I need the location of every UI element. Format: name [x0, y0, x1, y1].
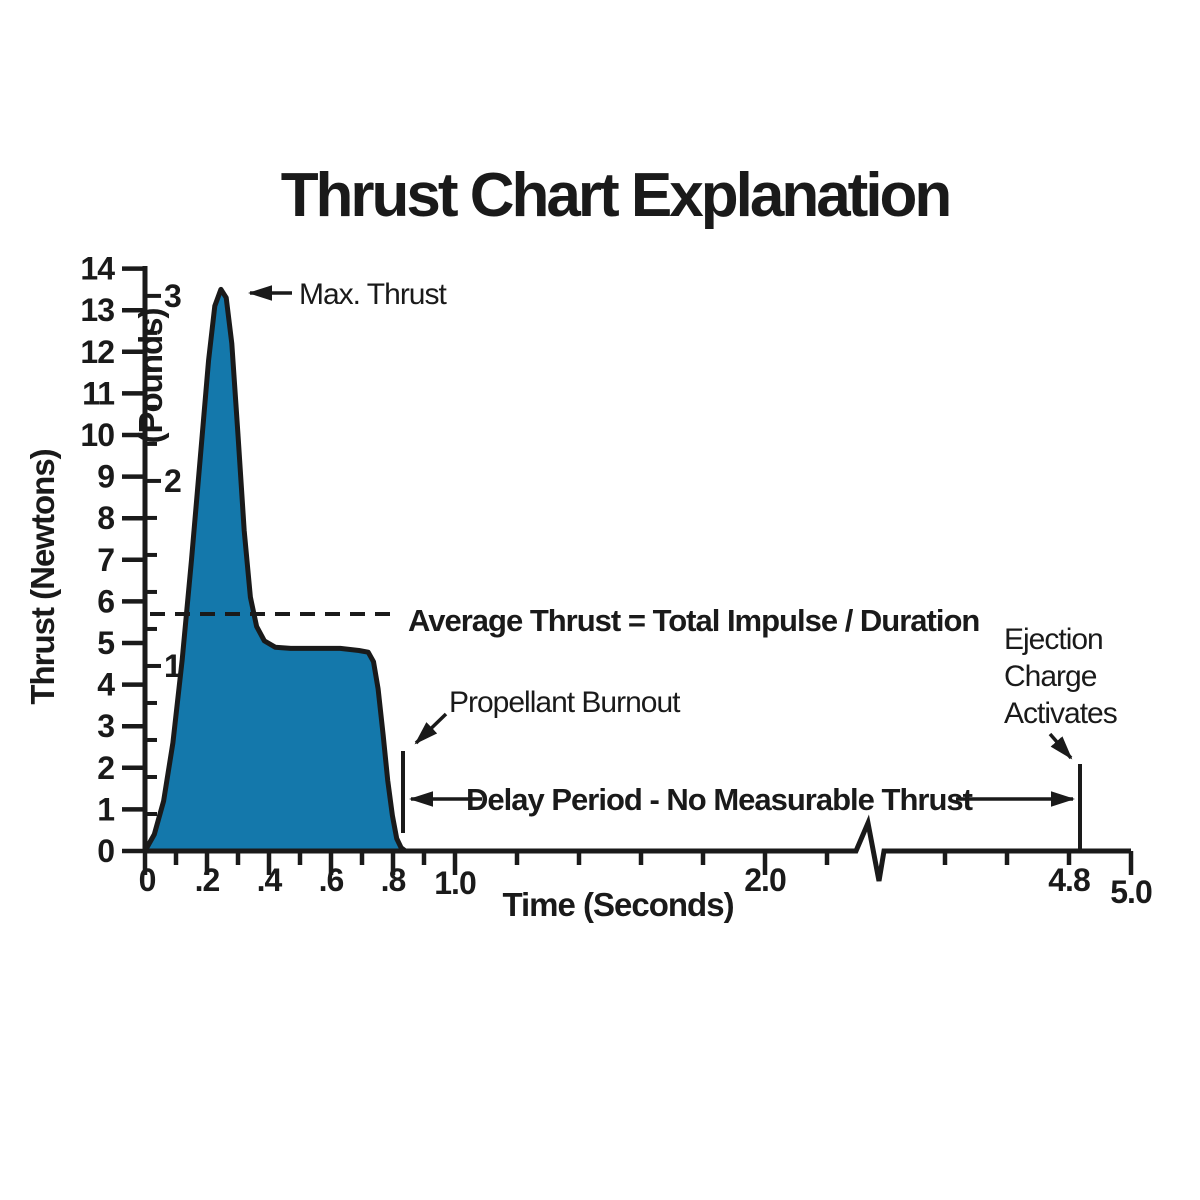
y-axis-title-newtons: Thrust (Newtons): [24, 449, 61, 704]
x-axis-tick-label: 4.8: [1048, 862, 1090, 898]
thrust-curve-area: [142, 286, 408, 854]
pound-tick-label: 1: [164, 648, 181, 684]
newton-tick-label: 8: [97, 500, 114, 536]
newton-tick-label: 6: [97, 583, 114, 619]
newton-tick-label: 5: [97, 625, 114, 661]
x-axis-tick-label: .8: [381, 862, 406, 898]
x-axis-title: Time (Seconds): [502, 886, 733, 923]
max-thrust-label: Max. Thrust: [299, 278, 447, 311]
x-axis-tick-label: 2.0: [744, 862, 786, 898]
newton-tick-label: 14: [80, 251, 115, 287]
thrust-curve-outline: [142, 286, 408, 854]
x-axis-tick-label: .2: [195, 862, 220, 898]
page-title: Thrust Chart Explanation: [281, 161, 950, 230]
newton-tick-label: 0: [97, 833, 114, 869]
newton-tick-label: 10: [80, 417, 114, 453]
thrust-curve-fill: [145, 289, 406, 851]
axis-ticks: 0.2.4.6.8 1.0 2.0 4.8 5.00123456789101112131…: [80, 251, 1153, 910]
delay-period-label: Delay Period - No Measurable Thrust: [466, 782, 973, 817]
ejection-charge-label-line3: Activates: [1004, 697, 1117, 730]
newton-tick-label: 7: [97, 542, 114, 578]
newton-tick-label: 9: [97, 459, 114, 495]
newton-tick-label: 1: [97, 791, 114, 827]
ejection-arrow: [1048, 732, 1073, 760]
propellant-burnout-label: Propellant Burnout: [449, 686, 681, 719]
newton-tick-label: 3: [97, 708, 114, 744]
pound-tick-label: 3: [164, 278, 181, 314]
newton-tick-label: 13: [80, 292, 114, 328]
newton-tick-label: 12: [80, 334, 114, 370]
newton-tick-label: 4: [97, 667, 115, 703]
newton-tick-label: 2: [97, 750, 114, 786]
ejection-charge-label-line1: Ejection: [1004, 623, 1103, 656]
ejection-charge-label-line2: Charge: [1004, 660, 1097, 693]
y-axis-title-pounds: (Pounds): [132, 309, 169, 444]
x-axis-tick-label: .4: [257, 862, 283, 898]
x-axis-tick-label: 1.0: [434, 865, 476, 901]
x-axis-tick-label: 5.0: [1110, 874, 1152, 910]
x-axis-tick-label: .6: [319, 862, 344, 898]
pound-tick-label: 2: [164, 463, 181, 499]
burnout-arrow: [414, 712, 448, 745]
average-thrust-label: Average Thrust = Total Impulse / Duratio…: [408, 603, 979, 638]
newton-tick-label: 11: [82, 375, 114, 411]
x-axis-tick-label: 0: [139, 862, 156, 898]
